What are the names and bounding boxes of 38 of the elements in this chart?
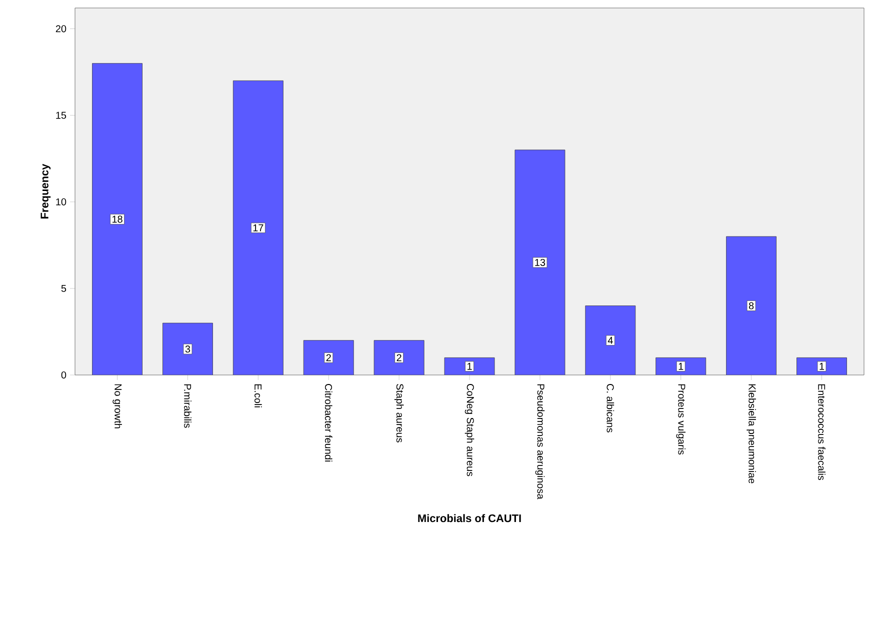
y-tick-label: 15	[56, 112, 66, 119]
x-tick-label: P.mirabilis	[184, 384, 192, 428]
x-tick-label: C. albicans	[606, 384, 614, 432]
bar	[162, 322, 213, 375]
x-tick-label: Enterococcus faecalis	[818, 384, 826, 480]
bar	[726, 236, 776, 375]
x-axis-title: Microbials of CAUTI	[418, 514, 521, 522]
bar	[232, 80, 284, 375]
y-tick-label: 20	[56, 25, 66, 32]
x-tick-label: Pseudomonas aeruginosa	[535, 384, 545, 500]
x-tick-label: Citrobacter feundi	[324, 384, 332, 462]
bar	[585, 306, 636, 375]
x-tick-label: CoNeg Staph aureus	[464, 384, 474, 476]
x-tick-label: No growth	[112, 384, 122, 428]
data-label: 3	[185, 345, 190, 353]
bar	[92, 63, 142, 375]
data-label: 4	[608, 336, 613, 344]
data-label: 13	[535, 258, 546, 266]
data-label: 1	[468, 362, 472, 370]
y-tick-label: 10	[56, 198, 66, 206]
data-label: 2	[326, 354, 331, 362]
y-tick-label: 0	[61, 371, 66, 379]
bar	[303, 340, 354, 375]
x-tick-label: E.coli	[254, 384, 262, 408]
x-tick-label: Klebsiella pneumoniae	[746, 384, 756, 484]
data-label: 1	[678, 362, 684, 370]
data-label: 2	[396, 354, 402, 362]
data-label: 1	[820, 362, 824, 370]
bar	[656, 357, 706, 375]
data-label: 17	[253, 224, 264, 232]
y-axis-title: Frequency	[40, 164, 51, 218]
bar	[374, 340, 424, 375]
y-tick-label: 5	[61, 284, 66, 292]
bar	[514, 150, 566, 375]
data-label: 8	[748, 302, 754, 310]
x-tick-label: Proteus vulgaris	[676, 384, 686, 455]
data-label: 18	[112, 216, 122, 223]
x-tick-label: Staph aureus	[394, 384, 404, 442]
